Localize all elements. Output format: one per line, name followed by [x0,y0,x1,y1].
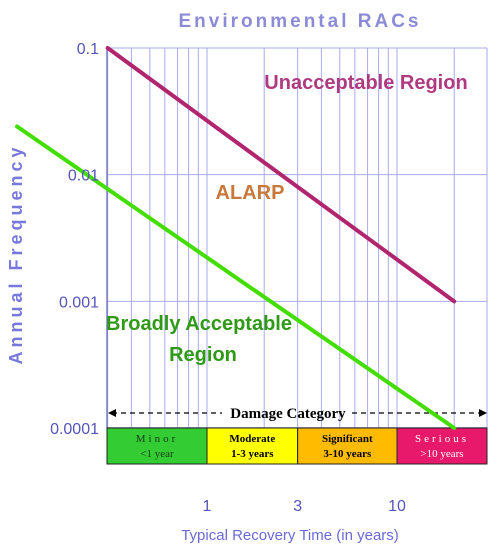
label-broadly-acceptable-region: Region [169,344,237,366]
x-tick-label: 1 [203,498,212,515]
category-serious-name: Serious [415,433,469,445]
label-broadly-acceptable: Broadly Acceptable [106,313,292,335]
y-tick-label: 0.01 [68,168,99,185]
category-moderate-range: 1-3 years [231,448,274,460]
category-moderate-box [206,427,299,465]
series-line-acceptable-boundary [15,124,457,431]
category-minor-name: Minor [136,433,179,445]
damage-category-title: Damage Category [230,406,346,422]
series-layer [15,46,457,431]
category-minor-range: <1 year [140,448,174,460]
series-line-unacceptable-boundary [105,46,457,304]
label-alarp: ALARP [216,182,285,204]
category-serious-box [396,427,488,465]
y-tick-label: 0.001 [59,294,99,311]
category-serious-range: >10 years [420,448,463,460]
y-axis-label: Annual Frequency [6,143,26,364]
x-tick-label: 10 [388,498,406,515]
damage-category-arrow: Damage Category [108,406,487,422]
y-tick-label: 0.0001 [50,421,99,438]
category-significant-range: 3-10 years [323,448,372,460]
y-tick-label: 0.1 [77,41,99,58]
tick-labels: 0.1 0.01 0.001 0.0001 1 3 10 [50,41,406,515]
chart-title: Environmental RACs [179,11,422,32]
grid [106,47,488,434]
damage-category-band: Minor <1 year Moderate 1-3 years Signifi… [106,427,488,465]
x-tick-label: 3 [293,498,302,515]
x-axis-label: Typical Recovery Time (in years) [181,527,399,544]
label-unacceptable-region: Unacceptable Region [264,72,467,94]
category-moderate-name: Moderate [229,433,275,445]
category-significant-name: Significant [322,433,373,445]
